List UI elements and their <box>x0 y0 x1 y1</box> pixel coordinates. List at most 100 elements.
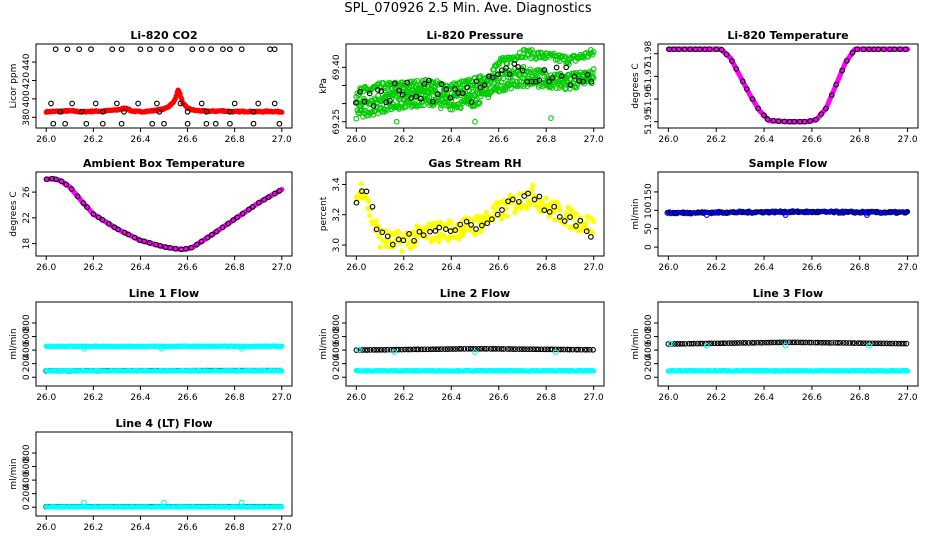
data-point <box>387 97 393 104</box>
x-tick-label: 27.0 <box>898 263 918 273</box>
data-point <box>172 245 179 252</box>
panel-line1: Line 1 Flow 26.0 26.2 26.4 26.6 26.8 27.0 0 2004… <box>9 287 293 403</box>
data-point <box>703 212 710 218</box>
data-point <box>468 222 474 228</box>
data-point <box>353 199 360 206</box>
y-tick-label: 51.96 <box>644 86 654 112</box>
data-point <box>421 80 428 87</box>
data-point <box>58 178 65 185</box>
y-tick-label: 3.2 <box>332 208 342 222</box>
y-tick-label: 800 <box>22 444 32 461</box>
data-point <box>279 368 285 374</box>
data-point <box>708 209 715 216</box>
data-point <box>53 176 59 183</box>
data-point <box>366 90 373 97</box>
data-point <box>380 80 386 86</box>
data-point <box>261 196 268 203</box>
series-ambient <box>43 176 285 252</box>
data-point <box>477 73 484 79</box>
data-point <box>891 46 898 53</box>
data-point <box>696 46 703 53</box>
y-tick-label: 18 <box>22 238 32 250</box>
data-point <box>366 198 372 204</box>
data-point <box>499 216 505 222</box>
data-point <box>154 100 160 107</box>
data-point <box>63 181 70 188</box>
x-tick-label: 26.6 <box>489 135 509 145</box>
y-tick-label: 200 <box>22 355 32 372</box>
x-tick-label: 26.0 <box>658 263 678 273</box>
x-tick-label: 26.8 <box>536 263 556 273</box>
panel-title: Gas Stream RH <box>428 157 521 170</box>
x-tick-label: 26.0 <box>658 135 678 145</box>
data-point <box>588 78 595 85</box>
data-point <box>76 46 83 53</box>
data-point <box>590 66 597 72</box>
data-point <box>118 120 125 127</box>
x-tick-label: 26.0 <box>36 135 56 145</box>
data-point <box>256 199 262 206</box>
series-line-1-4-individual <box>48 46 283 127</box>
data-point <box>749 96 756 102</box>
y-tick-label: 100 <box>644 201 654 218</box>
x-tick-label: 26.6 <box>178 135 198 145</box>
data-point <box>279 343 285 349</box>
data-point <box>773 209 780 215</box>
data-point <box>567 214 573 220</box>
x-tick-label: 27.0 <box>584 393 604 403</box>
panel-pressure: Li-820 Pressure 26.0 26.2 26.4 26.6 26.8 27.0 6… <box>319 29 605 145</box>
y-axis-label: degrees C <box>9 191 19 236</box>
data-point <box>495 71 501 78</box>
data-point <box>425 77 432 84</box>
data-point <box>573 211 580 217</box>
data-point <box>399 248 405 254</box>
y-axis-label: Licor ppm <box>9 64 19 109</box>
data-point <box>204 234 211 241</box>
data-point <box>78 108 85 115</box>
data-point <box>837 209 844 215</box>
data-point <box>225 220 231 227</box>
data-point <box>432 228 439 234</box>
x-tick-label: 27.0 <box>898 135 918 145</box>
y-tick-label: 3.0 <box>332 238 342 253</box>
data-point <box>664 210 671 216</box>
data-point <box>528 78 535 85</box>
x-tick-label: 26.8 <box>536 135 556 145</box>
data-point <box>156 108 163 115</box>
x-tick-label: 26.8 <box>225 263 245 273</box>
series-overlay <box>664 208 909 216</box>
data-point <box>114 100 120 107</box>
data-point <box>245 206 252 213</box>
data-point <box>823 105 829 112</box>
data-point <box>516 191 523 197</box>
data-point <box>902 46 909 53</box>
data-point <box>209 231 215 238</box>
data-point <box>875 46 882 53</box>
x-tick-label: 26.6 <box>178 393 198 403</box>
x-tick-label: 26.0 <box>36 393 56 403</box>
y-axis-label: percent <box>319 196 329 231</box>
data-point <box>508 85 514 92</box>
data-point <box>430 98 436 105</box>
x-tick-label: 26.4 <box>754 135 774 145</box>
data-point <box>590 346 596 353</box>
data-point <box>92 100 99 107</box>
data-point <box>583 228 590 235</box>
x-tick-label: 27.0 <box>584 135 604 145</box>
data-point <box>384 233 391 240</box>
data-point <box>583 220 589 226</box>
x-tick-label: 26.8 <box>850 393 870 403</box>
x-tick-label: 26.8 <box>225 393 245 403</box>
data-point <box>558 73 565 79</box>
x-tick-label: 26.8 <box>225 135 245 145</box>
data-point <box>687 46 693 53</box>
panel-ambient: Ambient Box Temperature 26.0 26.2 26.4 26.6 2… <box>9 157 293 273</box>
data-point <box>881 209 888 216</box>
data-point <box>396 230 402 236</box>
data-point <box>489 74 496 81</box>
data-point <box>530 182 536 189</box>
x-tick-label: 26.2 <box>706 135 726 145</box>
data-point <box>479 222 485 229</box>
x-tick-label: 26.6 <box>802 263 822 273</box>
